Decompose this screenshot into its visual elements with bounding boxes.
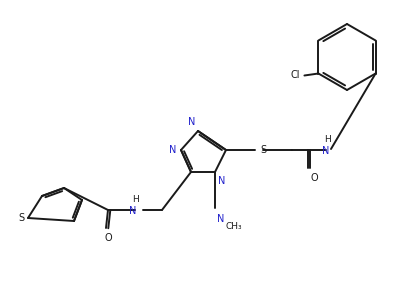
- Text: N: N: [217, 214, 225, 224]
- Text: N: N: [129, 206, 137, 216]
- Text: H: H: [323, 135, 330, 144]
- Text: O: O: [310, 173, 318, 183]
- Text: CH₃: CH₃: [225, 222, 242, 231]
- Text: Cl: Cl: [291, 70, 300, 80]
- Text: H: H: [132, 195, 138, 204]
- Text: O: O: [104, 233, 112, 243]
- Text: N: N: [218, 176, 225, 186]
- Text: N: N: [322, 146, 330, 156]
- Text: N: N: [188, 117, 195, 127]
- Text: N: N: [168, 145, 176, 155]
- Text: S: S: [260, 145, 266, 155]
- Text: S: S: [18, 213, 24, 223]
